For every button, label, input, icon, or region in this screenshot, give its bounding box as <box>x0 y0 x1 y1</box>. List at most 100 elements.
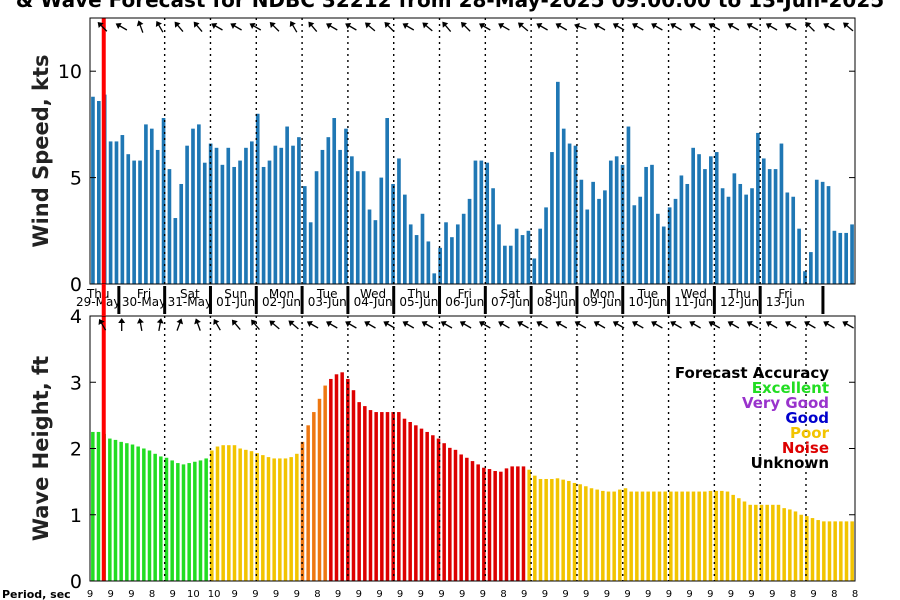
wave-bar <box>776 504 781 581</box>
wind-arrow-head <box>211 22 218 30</box>
wind-arrow <box>402 22 415 31</box>
wave-arrow <box>479 320 491 329</box>
wind-arrow-head <box>479 22 486 30</box>
wave-bar <box>113 439 118 581</box>
wave-arrow <box>137 318 144 332</box>
wind-arrow <box>632 22 644 31</box>
wind-arrow <box>536 22 548 31</box>
wind-arrow <box>670 22 682 31</box>
wave-bar <box>516 466 520 581</box>
wave-bar <box>278 458 282 581</box>
wave-bar <box>686 491 690 581</box>
wave-bar <box>295 453 299 581</box>
wind-arrow <box>612 22 625 31</box>
wave-bar <box>708 490 713 581</box>
wave-ytick-label: 3 <box>70 372 82 394</box>
date-label: 29-May <box>76 295 120 309</box>
period-value: 9 <box>810 589 816 600</box>
wind-bar <box>756 132 760 284</box>
wind-bar <box>385 118 389 285</box>
wind-bar <box>173 218 178 284</box>
wave-arrow <box>804 320 816 329</box>
wind-arrow <box>593 22 606 31</box>
wave-arrow <box>689 320 701 329</box>
period-value: 9 <box>252 589 258 600</box>
date-label: 04-Jun <box>354 295 393 309</box>
legend-item: Noise <box>782 439 829 457</box>
period-value: 8 <box>790 589 796 600</box>
wave-bar <box>578 484 582 581</box>
wave-bar <box>493 471 497 581</box>
wave-bar <box>538 478 543 581</box>
wave-bar <box>533 475 537 581</box>
wind-arrow <box>460 22 471 32</box>
period-value: 9 <box>542 589 548 600</box>
wind-arrow-head <box>460 22 467 29</box>
wind-bar <box>667 207 672 284</box>
wind-bar <box>444 222 448 284</box>
wind-bar <box>632 205 637 284</box>
wind-arrow-head <box>155 20 162 28</box>
wave-bar <box>312 412 316 581</box>
chart-title: & Wave Forecast for NDBC 32212 from 28-M… <box>16 0 884 12</box>
wind-arrow <box>785 22 797 31</box>
wind-arrow <box>479 22 491 31</box>
wave-arrow-head <box>118 318 126 323</box>
date-label: 31-May <box>168 295 212 309</box>
legend-item: Very Good <box>742 394 829 412</box>
wind-bar <box>773 169 778 284</box>
wind-ylabel: Wind Speed, kts <box>29 54 53 247</box>
date-label: 06-Jun <box>445 295 484 309</box>
wind-bar <box>214 147 219 284</box>
wind-arrow-head <box>843 22 850 29</box>
wave-bar <box>130 444 135 581</box>
period-value: 9 <box>335 589 341 600</box>
legend-item: Excellent <box>752 379 829 397</box>
wave-bar <box>170 460 174 581</box>
date-label: 13-Jun <box>766 295 805 309</box>
wave-arrow-head <box>137 318 144 324</box>
wave-arrow-head <box>574 320 581 328</box>
wave-bar <box>742 501 747 581</box>
period-row: Period, sec 9 9 9 8 9 10 10 9 9 9 9 8 9 9 9 9 9 9 9 9 8 9 9 9 9 9… <box>2 588 858 600</box>
wind-arrow-head <box>536 22 543 30</box>
wave-bar <box>108 438 112 581</box>
wave-ytick-label: 2 <box>70 439 82 461</box>
wave-bar <box>255 453 259 581</box>
wind-bar <box>97 100 101 285</box>
period-value: 9 <box>645 589 651 600</box>
wind-bar <box>426 241 431 284</box>
wave-bar <box>657 491 662 581</box>
wave-arrow <box>536 320 548 329</box>
wave-arrow-head <box>402 320 409 328</box>
wave-arrow <box>746 320 759 329</box>
wind-bar <box>585 209 590 284</box>
wind-arrow-head <box>593 22 600 30</box>
wind-arrow-head <box>785 22 792 30</box>
period-value: 9 <box>686 589 692 600</box>
day-label: Tue <box>316 287 338 301</box>
wave-bar <box>385 412 390 581</box>
wind-bar <box>420 213 425 284</box>
wave-bar <box>765 504 769 581</box>
period-value: 9 <box>294 589 300 600</box>
wind-arrow <box>193 21 203 33</box>
wave-arrow-head <box>498 320 505 328</box>
wind-arrow-head <box>612 22 619 30</box>
wave-arrow-head <box>536 320 543 328</box>
wave-arrow-head <box>670 320 677 328</box>
wind-bar <box>491 188 495 284</box>
wave-arrow-head <box>765 320 772 328</box>
wave-bar <box>431 435 435 581</box>
wave-arrow-head <box>231 319 238 326</box>
period-value: 8 <box>852 589 858 600</box>
wind-arrow-head <box>269 22 276 29</box>
legend-item: Poor <box>790 424 830 442</box>
wave-arrow-head <box>689 320 696 328</box>
wave-bar <box>567 480 571 581</box>
wave-bar <box>482 467 486 581</box>
date-label: 03-Jun <box>308 295 347 309</box>
wave-bar <box>646 491 650 581</box>
wave-bar <box>697 491 701 581</box>
